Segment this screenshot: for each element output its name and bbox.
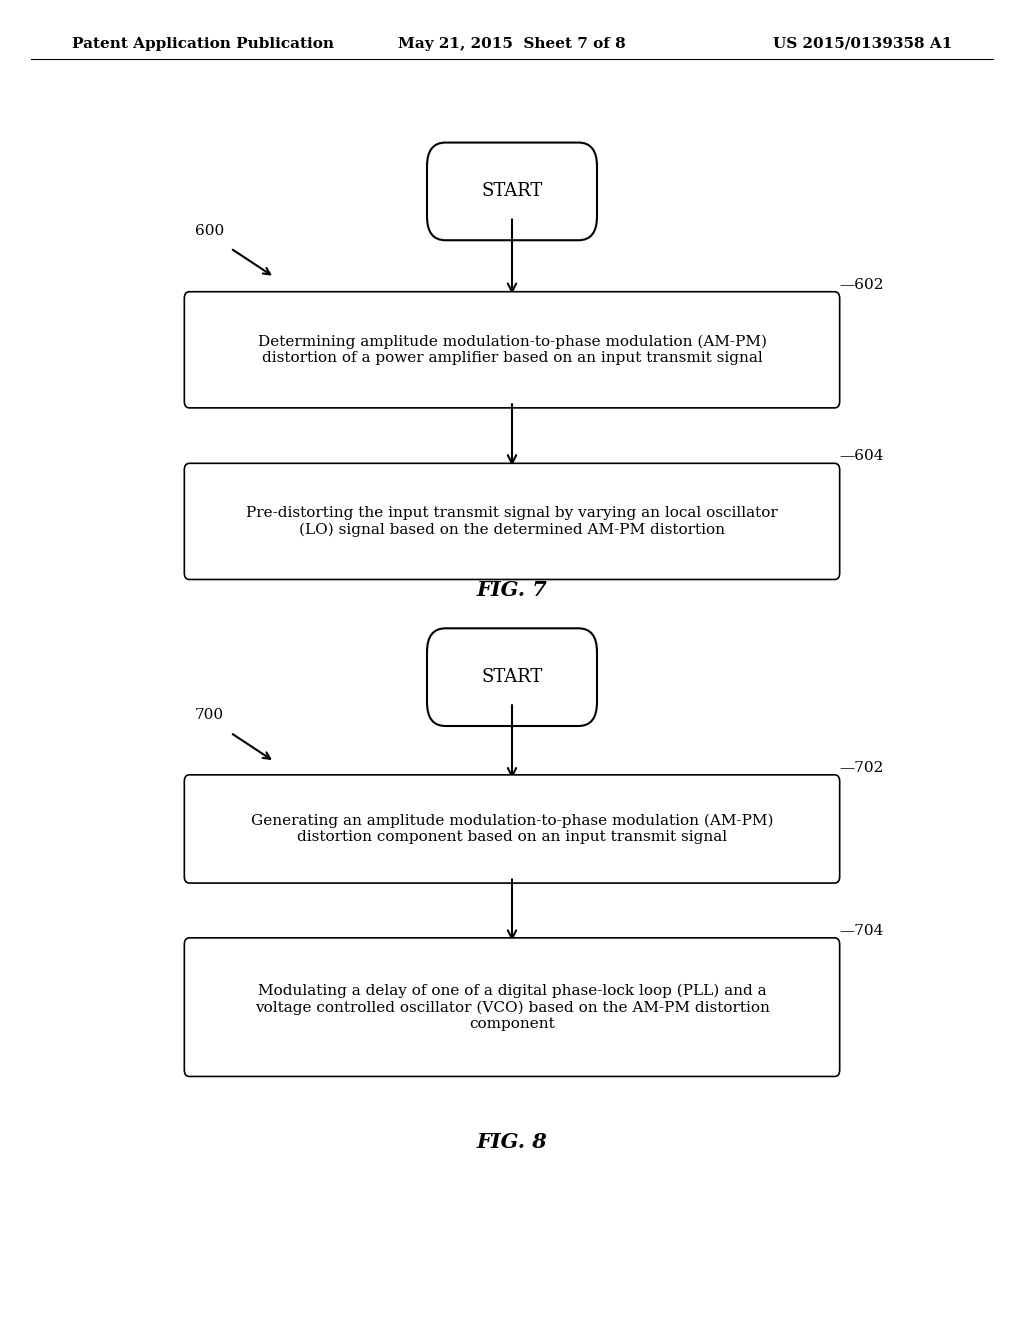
Text: START: START [481,182,543,201]
Text: —604: —604 [840,449,884,463]
Text: FIG. 7: FIG. 7 [476,579,548,601]
Text: Modulating a delay of one of a digital phase-lock loop (PLL) and a
voltage contr: Modulating a delay of one of a digital p… [255,983,769,1031]
Text: —704: —704 [840,924,884,937]
Text: 600: 600 [195,224,224,238]
Text: 700: 700 [195,709,223,722]
Text: START: START [481,668,543,686]
Text: Determining amplitude modulation-to-phase modulation (AM-PM)
distortion of a pow: Determining amplitude modulation-to-phas… [257,334,767,366]
Text: —702: —702 [840,760,884,775]
FancyBboxPatch shape [184,775,840,883]
Text: —602: —602 [840,277,884,292]
FancyBboxPatch shape [184,937,840,1077]
FancyBboxPatch shape [427,143,597,240]
Text: FIG. 8: FIG. 8 [476,1131,548,1152]
Text: May 21, 2015  Sheet 7 of 8: May 21, 2015 Sheet 7 of 8 [398,37,626,50]
Text: Pre-distorting the input transmit signal by varying an local oscillator
(LO) sig: Pre-distorting the input transmit signal… [246,506,778,537]
FancyBboxPatch shape [184,292,840,408]
Text: Generating an amplitude modulation-to-phase modulation (AM-PM)
distortion compon: Generating an amplitude modulation-to-ph… [251,813,773,845]
FancyBboxPatch shape [427,628,597,726]
FancyBboxPatch shape [184,463,840,579]
Text: US 2015/0139358 A1: US 2015/0139358 A1 [773,37,952,50]
Text: Patent Application Publication: Patent Application Publication [72,37,334,50]
